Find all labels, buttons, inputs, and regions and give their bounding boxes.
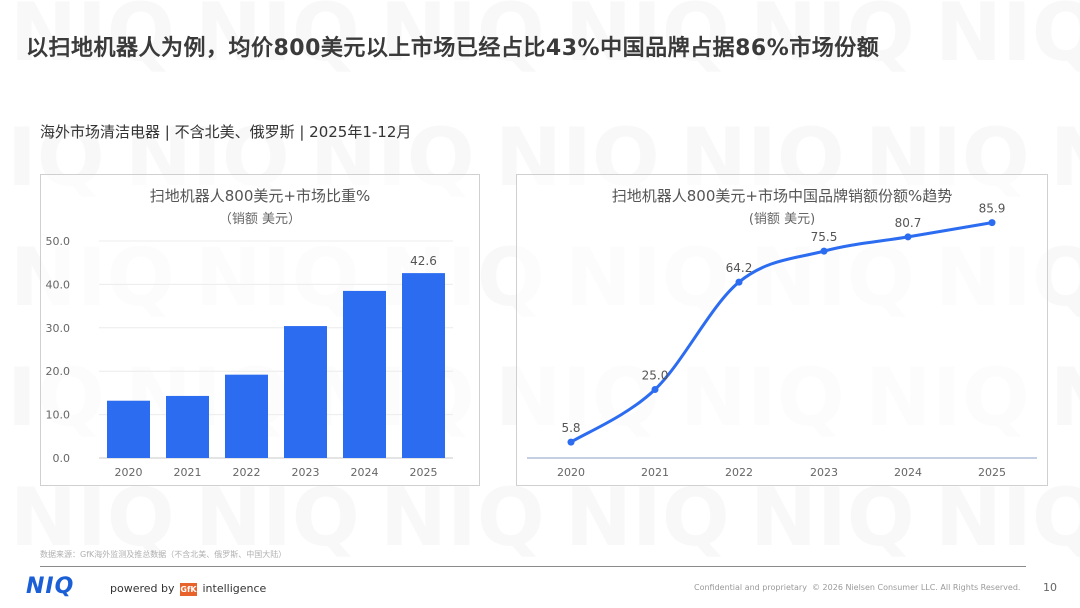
powered-by-label: powered by — [110, 582, 175, 595]
bar-y-tick-label-0: 0.0 — [53, 452, 71, 465]
bar-chart-title: 扫地机器人800美元+市场比重% — [149, 187, 371, 205]
trend-line — [570, 221, 993, 444]
bar-2020 — [107, 400, 150, 458]
bar-y-tick-label-1: 10.0 — [46, 409, 71, 422]
line-x-tick-label-1: 2021 — [641, 466, 669, 479]
bar-chart-panel: 扫地机器人800美元+市场比重% （销额 美元） 0.0 10.0 20.0 30.0… — [40, 174, 480, 486]
line-point-2024 — [904, 233, 912, 241]
bar-x-tick-label-1: 2021 — [174, 466, 202, 479]
bar-y-tick-label-2: 20.0 — [46, 365, 71, 378]
line-data-label-2: 64.2 — [726, 261, 753, 275]
bar-2023 — [284, 326, 327, 458]
bar-chart-subtitle: （销额 美元） — [218, 212, 302, 227]
line-point-2021 — [651, 386, 659, 393]
bar-x-tick-label-2: 2022 — [233, 466, 261, 479]
line-data-label-1: 25.0 — [642, 369, 669, 383]
bar-chart: 0.0 10.0 20.0 30.0 40.0 50.0 2020 2021 2022 2023 2… — [46, 235, 453, 479]
line-point-2025 — [988, 219, 996, 227]
bar-data-label-5: 42.6 — [410, 254, 437, 268]
niq-logo: NIQ — [26, 574, 75, 599]
bar-x-tick-label-3: 2023 — [292, 466, 320, 479]
powered-by: powered by GfK intelligence — [110, 582, 266, 596]
watermark-text-5: NIQ — [935, 0, 1080, 79]
footer-divider — [40, 566, 1026, 567]
bar-x-tick-label-5: 2025 — [410, 466, 438, 479]
bar-2024 — [343, 290, 386, 458]
page-number: 10 — [1043, 581, 1057, 594]
line-point-2023 — [820, 247, 828, 255]
line-chart-subtitle: (销额 美元) — [748, 212, 816, 227]
bar-2022 — [225, 374, 268, 458]
bar-y-tick-label-4: 40.0 — [46, 278, 71, 291]
line-point-2020 — [567, 438, 575, 446]
bar-2021 — [166, 395, 209, 458]
line-x-tick-label-4: 2024 — [894, 466, 922, 479]
gfk-logo-icon: GfK — [180, 582, 197, 596]
line-x-tick-label-5: 2025 — [978, 466, 1006, 479]
line-x-tick-label-3: 2023 — [810, 466, 838, 479]
line-data-label-5: 85.9 — [979, 202, 1006, 216]
line-data-label-0: 5.8 — [561, 421, 580, 435]
bar-2025 — [402, 273, 445, 458]
line-point-2022 — [735, 278, 743, 286]
line-chart: 5.8 2020 25.0 2021 64.2 2022 75.5 2023 80.7 2024 8… — [527, 202, 1037, 479]
bar-x-tick-label-0: 2020 — [115, 466, 143, 479]
line-x-tick-label-2: 2022 — [725, 466, 753, 479]
copyright-note: © 2026 Nielsen Consumer LLC. All Rights … — [812, 583, 1021, 592]
confidential-note: Confidential and proprietary — [694, 583, 807, 592]
line-data-label-3: 75.5 — [811, 230, 838, 244]
line-chart-title: 扫地机器人800美元+市场中国品牌销额份额%趋势 — [611, 187, 953, 205]
bar-y-tick-label-3: 30.0 — [46, 322, 71, 335]
data-source-note: 数据来源：GfK海外监测及推总数据（不含北美、俄罗斯、中国大陆） — [40, 550, 287, 559]
bar-y-tick-label-5: 50.0 — [46, 235, 71, 248]
line-data-label-4: 80.7 — [895, 216, 922, 230]
watermark-text-12: NIQ — [1050, 111, 1080, 204]
line-chart-panel: 扫地机器人800美元+市场中国品牌销额份额%趋势 (销额 美元) 5.8 2020… — [516, 174, 1048, 486]
page-title: 以扫地机器人为例，均价800美元以上市场已经占比43%中国品牌占据86%市场份额 — [26, 36, 880, 61]
page-subtitle: 海外市场清洁电器 | 不含北美、俄罗斯 | 2025年1-12月 — [40, 123, 412, 141]
line-x-tick-label-0: 2020 — [557, 466, 585, 479]
watermark-text-25: NIQ — [1050, 351, 1080, 444]
intelligence-label: intelligence — [202, 582, 267, 595]
bar-x-tick-label-4: 2024 — [351, 466, 379, 479]
